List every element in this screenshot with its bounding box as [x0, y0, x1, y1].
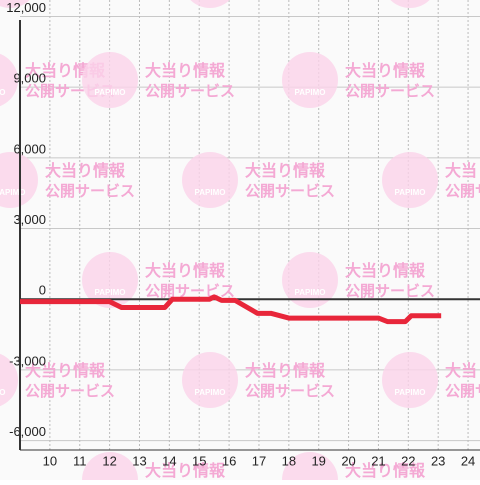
- watermark-brand: PAPIMO: [295, 88, 326, 97]
- x-tick-label: 19: [311, 453, 325, 468]
- watermark-line1: 大当り情報: [25, 361, 106, 380]
- watermark-circle: [190, 0, 230, 8]
- watermark-circle: [0, 0, 30, 8]
- watermark-brand: PAPIMO: [395, 188, 426, 197]
- watermark-line2: 公開サービス: [145, 83, 235, 100]
- watermark-circle: [82, 452, 138, 485]
- x-tick-label: 15: [192, 453, 206, 468]
- x-tick-label: 12: [102, 453, 116, 468]
- watermark-line2: 公開サービス: [345, 83, 435, 100]
- y-tick-label: 0: [39, 283, 46, 298]
- watermark-circle: [390, 0, 430, 8]
- y-tick-label: 6,000: [13, 141, 46, 156]
- watermark-line1: 大当り情報: [445, 161, 480, 180]
- watermark-line1: 大当り情報: [245, 161, 326, 180]
- watermark-line2: 公開サービス: [245, 183, 335, 200]
- watermark-line1: 大当り情報: [445, 361, 480, 380]
- watermark-line1: 大当り情報: [145, 261, 226, 280]
- plot: -6,000 -3,000 0 3,000 6,000 9,000 12,000 10 11 12…: [6, 0, 480, 468]
- watermark-brand: PAPIMO: [0, 388, 5, 397]
- watermark-line2: 公開サービス: [245, 383, 335, 400]
- watermark-line2: 公開サービス: [445, 383, 480, 400]
- watermark-brand: PAPIMO: [195, 388, 226, 397]
- x-tick-label: 23: [431, 453, 445, 468]
- watermark-brand: PAPIMO: [95, 88, 126, 97]
- y-tick-label: -3,000: [9, 353, 46, 368]
- watermark-circle: [82, 252, 138, 308]
- watermark-brand: PAPIMO: [95, 288, 126, 297]
- watermark-line2: 公開サービス: [45, 183, 135, 200]
- watermark-brand: PAPIMO: [295, 288, 326, 297]
- watermark-line2: 公開サービス: [25, 383, 115, 400]
- series-line: [20, 294, 442, 325]
- watermark-line1: 大当り情報: [345, 261, 426, 280]
- x-tick-label: 11: [73, 453, 87, 468]
- x-tick-label: 22: [401, 453, 415, 468]
- watermark-circle: [182, 352, 238, 408]
- watermark-line1: 大当り情報: [345, 461, 426, 480]
- watermark-line1: 大当り情報: [45, 161, 126, 180]
- x-tick-label: 20: [341, 453, 355, 468]
- watermark-line2: 公開サービス: [345, 283, 435, 300]
- watermark-circle: [182, 152, 238, 208]
- watermark-line1: 大当り情報: [145, 61, 226, 80]
- y-tick-label: 12,000: [6, 0, 46, 15]
- x-tick-label: 16: [222, 453, 236, 468]
- watermark-line2: 公開サービス: [445, 183, 480, 200]
- watermark-circle: [82, 52, 138, 108]
- watermark-circle: [0, 53, 18, 107]
- x-tick-label: 10: [43, 453, 57, 468]
- y-tick-label: 3,000: [13, 212, 46, 227]
- x-tick-label: 24: [461, 453, 475, 468]
- watermark-circle: [282, 252, 338, 308]
- watermark-circle: [282, 52, 338, 108]
- watermark-brand: PAPIMO: [0, 188, 25, 197]
- watermark-line1: 大当り情報: [145, 461, 226, 480]
- watermark-circle: [0, 353, 18, 407]
- watermark-circle: [282, 452, 338, 485]
- watermark-circle: [0, 152, 38, 208]
- y-tick-label: -6,000: [9, 424, 46, 439]
- watermark-line1: 大当り情報: [245, 361, 326, 380]
- x-tick-label: 17: [252, 453, 266, 468]
- x-tick-label: 18: [282, 453, 296, 468]
- watermark-brand: PAPIMO: [395, 388, 426, 397]
- watermark-circle: [382, 352, 438, 408]
- watermark-brand: PAPIMO: [195, 188, 226, 197]
- x-tick-label: 21: [371, 453, 385, 468]
- watermark-brand: PAPIMO: [0, 88, 5, 97]
- x-tick-label: 14: [162, 453, 176, 468]
- y-tick-label: 9,000: [13, 71, 46, 86]
- watermark-line1: 大当り情報: [345, 61, 426, 80]
- x-tick-label: 13: [132, 453, 146, 468]
- watermark-circle: [382, 152, 438, 208]
